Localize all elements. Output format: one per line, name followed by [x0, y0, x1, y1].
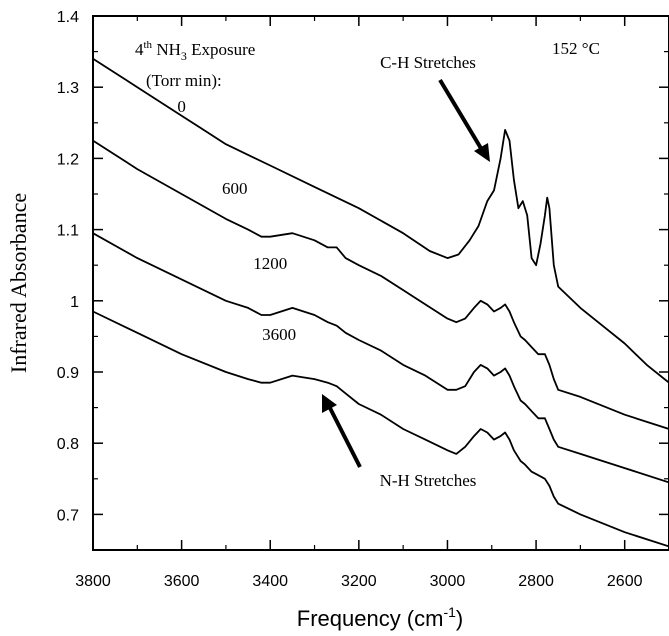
y-tick-label: 0.9 [57, 365, 79, 382]
series-line-3600 [92, 310, 669, 548]
x-tick-label: 3000 [430, 573, 466, 590]
series-line-600 [92, 139, 669, 430]
y-tick-label: 1.3 [57, 80, 79, 97]
y-axis-label: Infrared Absorbance [6, 193, 31, 373]
temperature-label: 152 °C [552, 39, 600, 58]
series-line-0 [92, 57, 669, 384]
y-tick-label: 1.2 [57, 151, 79, 168]
series-label-600: 600 [222, 179, 248, 198]
series-label-0: 0 [177, 97, 186, 116]
y-tick-label: 0.8 [57, 436, 79, 453]
x-tick-label: 2600 [607, 573, 643, 590]
nh-stretches-arrow [322, 394, 362, 468]
ch-stretches-annotation: C-H Stretches [380, 53, 476, 72]
x-tick-label: 3800 [75, 573, 111, 590]
legend-header-line1: 4th NH3 Exposure [135, 39, 255, 63]
x-tick-label: 3200 [341, 573, 377, 590]
y-tick-label: 1.4 [57, 9, 79, 26]
axis-ticks [92, 15, 669, 550]
nh-stretches-annotation: N-H Stretches [380, 471, 477, 490]
x-tick-label: 3400 [252, 573, 288, 590]
x-tick-label: 3600 [164, 573, 200, 590]
y-tick-label: 1 [70, 294, 79, 311]
y-tick-label: 0.7 [57, 507, 79, 524]
series-labels: 0 600 1200 3600 [177, 97, 296, 344]
series-lines [92, 57, 669, 548]
tick-labels: 3800 3600 3400 3200 3000 2800 2600 0.7 0.8 0.9 1 1.… [57, 9, 643, 590]
y-tick-label: 1.1 [57, 223, 79, 240]
legend-header-line2: (Torr min): [146, 71, 222, 90]
plot-frame [92, 15, 669, 551]
series-label-1200: 1200 [253, 254, 287, 273]
ch-stretches-arrow [438, 78, 490, 162]
series-line-1200 [92, 232, 669, 484]
x-tick-label: 2800 [518, 573, 554, 590]
series-label-3600: 3600 [262, 325, 296, 344]
x-axis-label: Frequency (cm-1) [297, 604, 464, 631]
